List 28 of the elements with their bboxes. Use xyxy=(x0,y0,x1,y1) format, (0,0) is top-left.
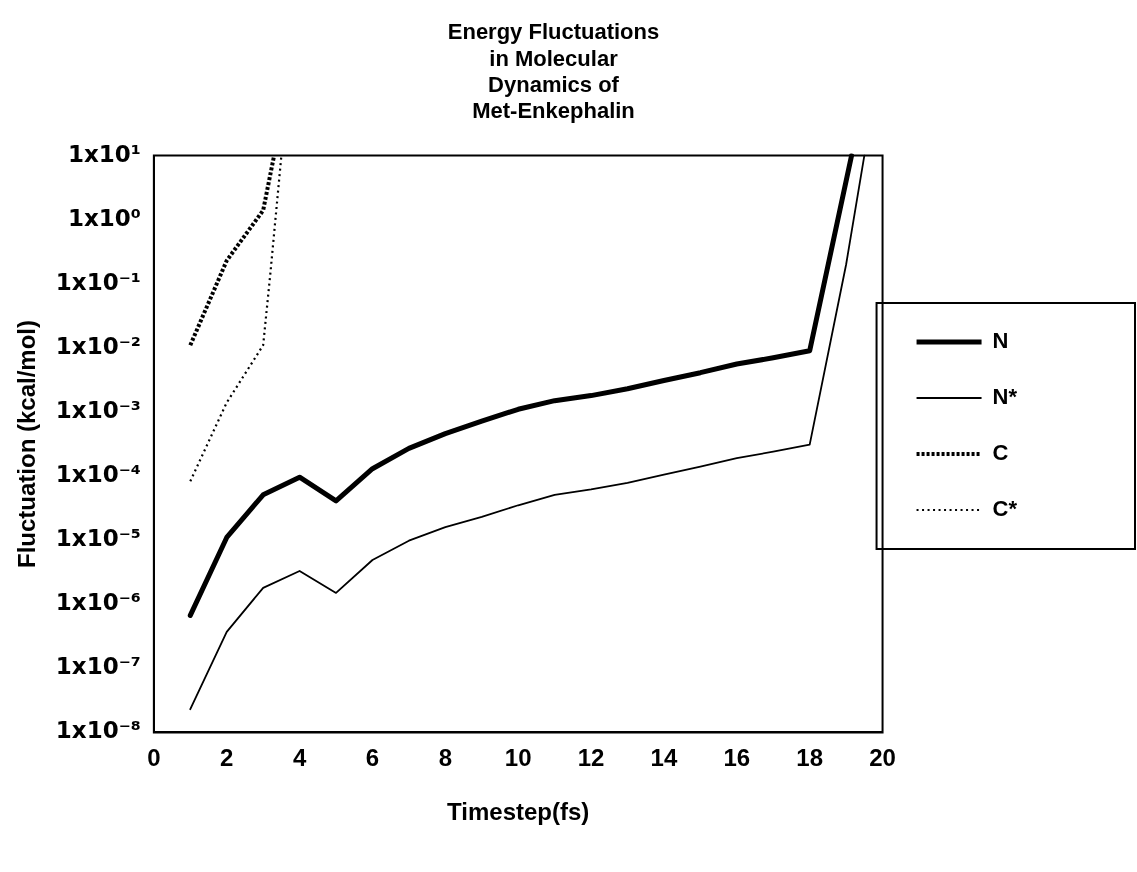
y-tick-label: 1x10⁻⁶ xyxy=(55,589,141,616)
y-tick-label: 1x10⁻¹ xyxy=(55,268,141,295)
legend-label: N* xyxy=(992,384,1018,410)
legend-label: N xyxy=(992,328,1009,354)
y-tick-label: 1x10¹ xyxy=(67,140,141,167)
x-tick-label: 0 xyxy=(147,744,161,772)
x-tick-label: 2 xyxy=(220,744,234,772)
x-tick-label: 16 xyxy=(723,744,751,772)
y-tick-label: 1x10⁻³ xyxy=(55,396,141,423)
y-tick-label: 1x10⁻⁷ xyxy=(55,653,141,680)
x-tick-label: 4 xyxy=(292,744,307,772)
x-tick-label: 10 xyxy=(504,744,532,772)
y-tick-label: 1x10⁰ xyxy=(67,204,141,231)
y-tick-label: 1x10⁻⁴ xyxy=(55,461,141,488)
x-tick-label: 20 xyxy=(869,744,896,772)
y-tick-label: 1x10⁻⁵ xyxy=(55,525,141,552)
y-axis-title: Fluctuation (kcal/mol) xyxy=(13,319,41,569)
x-tick-label: 18 xyxy=(796,744,824,772)
y-tick-label: 1x10⁻² xyxy=(55,332,141,359)
legend-label: C xyxy=(992,440,1009,466)
x-tick-label: 14 xyxy=(650,744,678,772)
x-tick-label: 8 xyxy=(438,744,453,772)
y-tick-label: 1x10⁻⁸ xyxy=(55,717,141,744)
chart-title: Energy Fluctuations in Molecular Dynamics of Met-Enkephalin xyxy=(447,19,660,124)
x-tick-label: 6 xyxy=(365,744,380,772)
x-axis-title: Timestep(fs) xyxy=(447,798,590,826)
x-tick-label: 12 xyxy=(577,744,605,772)
legend-label: C* xyxy=(992,496,1018,522)
